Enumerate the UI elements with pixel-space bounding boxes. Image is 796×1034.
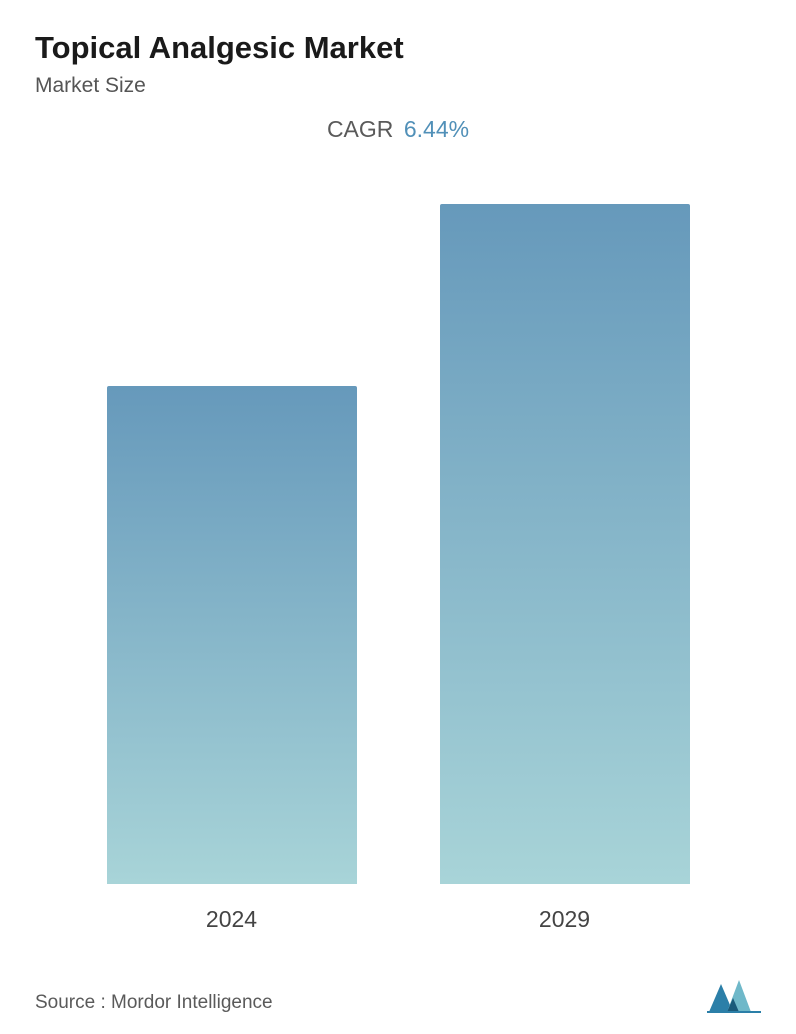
cagr-label: CAGR — [327, 116, 393, 143]
bar — [107, 386, 357, 884]
bar-label: 2024 — [206, 906, 257, 933]
page-subtitle: Market Size — [35, 74, 761, 98]
footer: Source : Mordor Intelligence — [35, 978, 761, 1014]
cagr-value: 6.44% — [404, 116, 469, 143]
chart-area: 2024 2029 — [35, 203, 761, 933]
cagr-row: CAGR 6.44% — [35, 116, 761, 143]
source-text: Source : Mordor Intelligence — [35, 992, 273, 1014]
brand-logo-icon — [707, 978, 761, 1014]
bar-group: 2024 — [92, 386, 372, 933]
bar-label: 2029 — [539, 906, 590, 933]
bar — [440, 204, 690, 884]
bar-group: 2029 — [425, 204, 705, 933]
page-title: Topical Analgesic Market — [35, 30, 761, 66]
